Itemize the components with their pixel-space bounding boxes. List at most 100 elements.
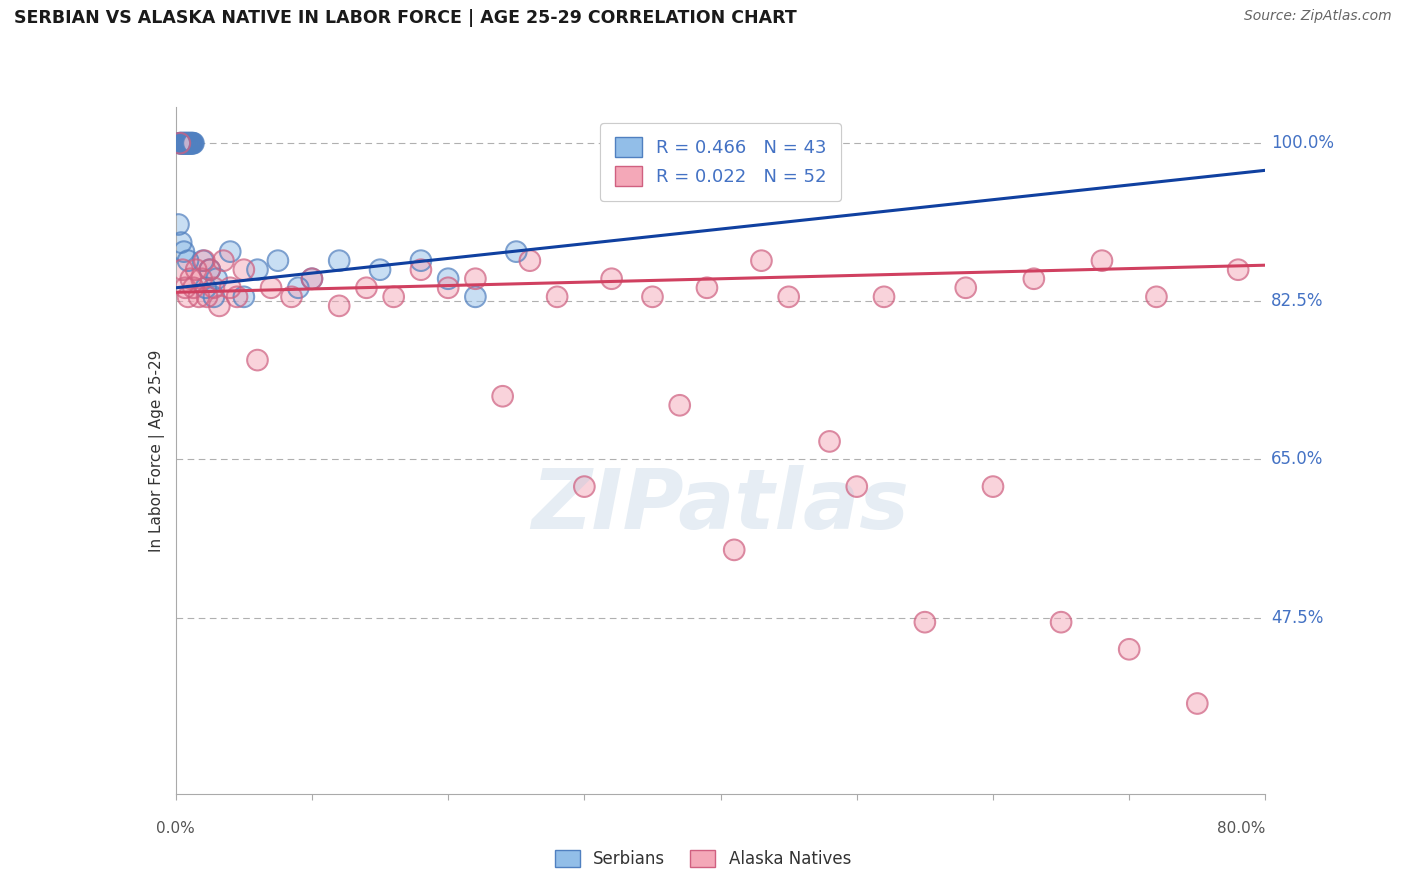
Point — [169, 136, 191, 151]
Point — [172, 262, 194, 277]
Point — [176, 136, 198, 151]
Point — [174, 281, 197, 295]
Point — [180, 136, 202, 151]
Point — [280, 290, 302, 304]
Point — [186, 262, 208, 277]
Point — [169, 136, 191, 151]
Point — [981, 480, 1004, 494]
Point — [1091, 253, 1114, 268]
Point — [981, 480, 1004, 494]
Point — [464, 271, 486, 285]
Point — [600, 271, 623, 285]
Text: 82.5%: 82.5% — [1271, 293, 1323, 310]
Point — [191, 253, 214, 268]
Point — [198, 262, 221, 277]
Point — [301, 271, 323, 285]
Point — [219, 244, 242, 259]
Point — [287, 281, 309, 295]
Point — [181, 136, 204, 151]
Point — [226, 290, 249, 304]
Point — [169, 136, 191, 151]
Point — [179, 136, 201, 151]
Point — [169, 136, 191, 151]
Point — [301, 271, 323, 285]
Point — [668, 398, 690, 412]
Point — [169, 136, 191, 151]
Point — [409, 262, 432, 277]
Point — [696, 281, 718, 295]
Point — [955, 281, 977, 295]
Point — [195, 290, 218, 304]
Point — [194, 281, 217, 295]
Point — [179, 136, 201, 151]
Point — [464, 271, 486, 285]
Point — [845, 480, 868, 494]
Point — [219, 244, 242, 259]
Point — [170, 235, 193, 250]
Point — [212, 253, 235, 268]
Point — [226, 290, 249, 304]
Point — [190, 271, 212, 285]
Point — [437, 271, 460, 285]
Point — [246, 262, 269, 277]
Point — [219, 281, 242, 295]
Point — [546, 290, 568, 304]
Point — [181, 136, 204, 151]
Point — [280, 290, 302, 304]
Text: 0.0%: 0.0% — [156, 822, 195, 837]
Legend: R = 0.466   N = 43, R = 0.022   N = 52: R = 0.466 N = 43, R = 0.022 N = 52 — [600, 123, 841, 201]
Point — [409, 262, 432, 277]
Legend: Serbians, Alaska Natives: Serbians, Alaska Natives — [548, 843, 858, 875]
Point — [492, 389, 515, 403]
Point — [198, 262, 221, 277]
Point — [328, 253, 350, 268]
Point — [172, 136, 194, 151]
Point — [172, 136, 194, 151]
Point — [328, 299, 350, 313]
Point — [1050, 615, 1073, 630]
Point — [177, 253, 200, 268]
Point — [232, 290, 254, 304]
Text: SERBIAN VS ALASKA NATIVE IN LABOR FORCE | AGE 25-29 CORRELATION CHART: SERBIAN VS ALASKA NATIVE IN LABOR FORCE … — [14, 9, 797, 27]
Point — [167, 218, 190, 232]
Point — [1146, 290, 1168, 304]
Point — [723, 542, 745, 557]
Point — [170, 235, 193, 250]
Point — [174, 136, 197, 151]
Point — [301, 271, 323, 285]
Point — [505, 244, 527, 259]
Point — [177, 136, 200, 151]
Point — [301, 271, 323, 285]
Point — [1227, 262, 1250, 277]
Point — [179, 136, 201, 151]
Text: 80.0%: 80.0% — [1218, 822, 1265, 837]
Point — [183, 281, 205, 295]
Point — [205, 271, 228, 285]
Point — [1091, 253, 1114, 268]
Text: ZIPatlas: ZIPatlas — [531, 465, 910, 546]
Point — [574, 480, 596, 494]
Point — [1146, 290, 1168, 304]
Point — [176, 136, 198, 151]
Point — [183, 136, 205, 151]
Point — [778, 290, 800, 304]
Point — [519, 253, 541, 268]
Point — [172, 136, 194, 151]
Point — [818, 434, 841, 449]
Point — [180, 271, 202, 285]
Point — [546, 290, 568, 304]
Point — [169, 136, 191, 151]
Text: 47.5%: 47.5% — [1271, 608, 1323, 627]
Point — [382, 290, 405, 304]
Point — [437, 271, 460, 285]
Point — [246, 262, 269, 277]
Point — [818, 145, 841, 160]
Y-axis label: In Labor Force | Age 25-29: In Labor Force | Age 25-29 — [149, 350, 165, 551]
Point — [174, 136, 197, 151]
Point — [174, 136, 197, 151]
Point — [409, 253, 432, 268]
Point — [519, 253, 541, 268]
Point — [177, 136, 200, 151]
Point — [205, 271, 228, 285]
Point — [181, 136, 204, 151]
